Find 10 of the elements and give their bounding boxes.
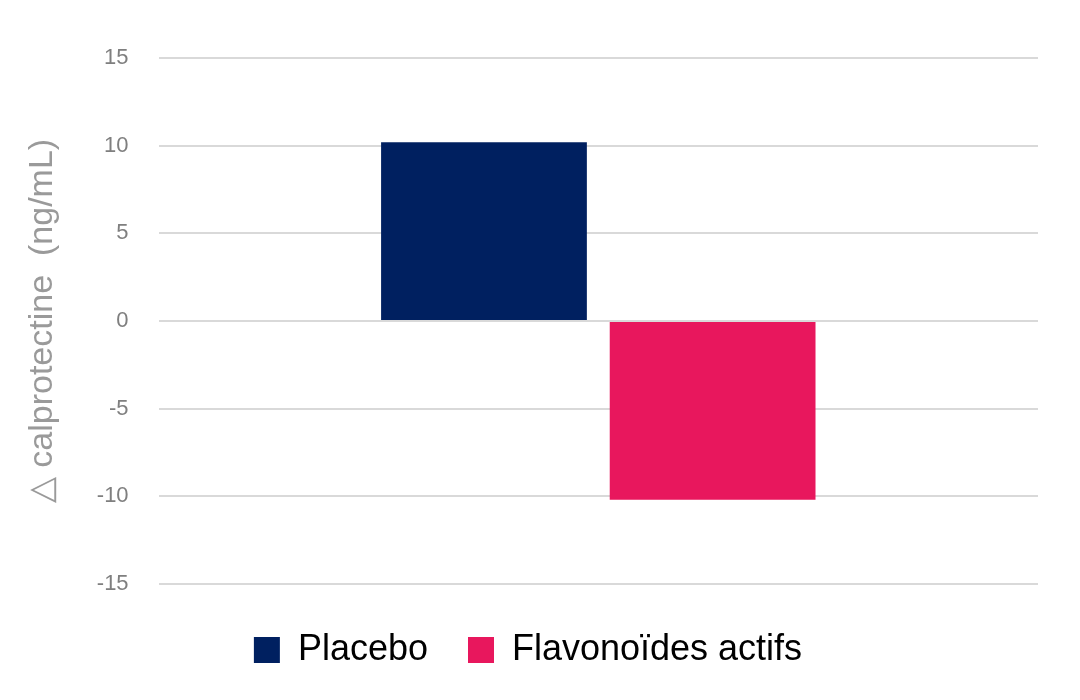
y-axis-title: △ calprotectine (ng/mL) bbox=[20, 138, 59, 504]
y-tick-label: -15 bbox=[96, 570, 129, 596]
y-tick-label: 5 bbox=[116, 219, 129, 245]
y-tick-label: 10 bbox=[104, 131, 129, 157]
y-tick-label: -5 bbox=[109, 394, 129, 420]
y-tick-label: 15 bbox=[104, 44, 129, 70]
legend-label: Placebo bbox=[297, 626, 428, 668]
legend-label: Flavonoïdes actifs bbox=[511, 626, 803, 668]
y-tick-label: -10 bbox=[96, 482, 129, 508]
y-tick-label: 0 bbox=[116, 307, 129, 333]
